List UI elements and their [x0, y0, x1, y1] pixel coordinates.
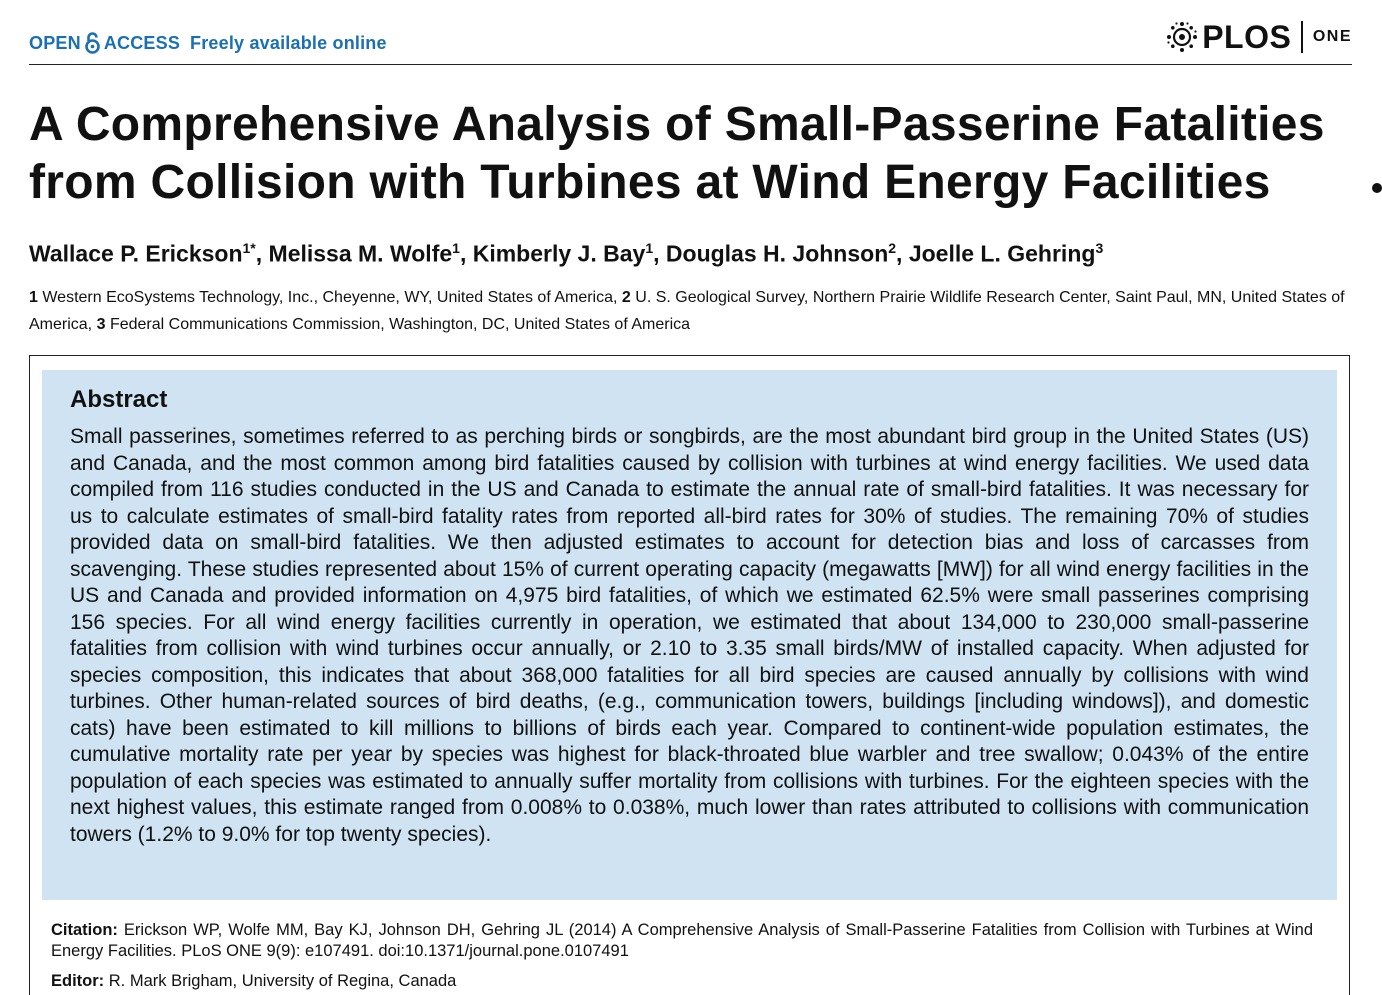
affiliations: 1 Western EcoSystems Technology, Inc., C…: [29, 284, 1354, 338]
plos-globe-icon: [1166, 21, 1198, 53]
author-name[interactable]: Wallace P. Erickson: [29, 240, 243, 267]
citation: Citation: Erickson WP, Wolfe MM, Bay KJ,…: [51, 920, 1313, 962]
abstract-text: Small passerines, sometimes referred to …: [70, 425, 1309, 846]
citation-label: Citation:: [51, 921, 118, 939]
open-label: OPEN: [29, 32, 81, 53]
affil-number: 3: [96, 316, 106, 333]
access-label: ACCESS: [103, 32, 181, 53]
author-affil-mark: 1: [645, 240, 654, 256]
editor-label: Editor:: [51, 972, 105, 990]
author-name[interactable]: Kimberly J. Bay: [472, 240, 646, 267]
affil-number: 2: [621, 289, 631, 306]
margin-bullet: [1372, 183, 1382, 193]
affil-number: 1: [29, 289, 38, 306]
author-affil-mark: 1: [452, 240, 460, 256]
author-affil-mark: 2: [888, 240, 897, 256]
affil-text: Western EcoSystems Technology, Inc., Che…: [42, 289, 618, 306]
freely-available-label: Freely available online: [190, 32, 387, 53]
author-name[interactable]: Melissa M. Wolfe: [268, 240, 453, 267]
affil-text: Federal Communications Commission, Washi…: [109, 316, 691, 333]
author-list: Wallace P. Erickson1*, Melissa M. Wolfe1…: [29, 240, 1104, 267]
author-affil-mark: 1*: [242, 240, 256, 256]
author-name[interactable]: Joelle L. Gehring: [908, 240, 1096, 267]
editor-text: R. Mark Brigham, University of Regina, C…: [108, 972, 457, 990]
logo-divider: [1301, 21, 1303, 53]
author-affil-mark: 3: [1095, 240, 1104, 256]
author-name[interactable]: Douglas H. Johnson: [665, 240, 889, 267]
affil-text: U. S. Geological Survey, Northern Prairi…: [29, 289, 1345, 333]
article-title: A Comprehensive Analysis of Small-Passer…: [29, 98, 1325, 209]
plos-one-logo[interactable]: PLOS ONE: [1166, 18, 1352, 56]
one-wordmark: ONE: [1312, 28, 1352, 45]
citation-text[interactable]: Erickson WP, Wolfe MM, Bay KJ, Johnson D…: [51, 921, 1313, 960]
article-info-frame: [29, 355, 1350, 995]
abstract-heading: Abstract: [70, 386, 168, 413]
journal-header: OPEN ACCESS Freely available online: [29, 18, 1352, 65]
plos-wordmark: PLOS: [1202, 18, 1292, 55]
abstract-box: Abstract Small passerines, sometimes ref…: [42, 370, 1337, 900]
open-access-banner[interactable]: OPEN ACCESS Freely available online: [29, 32, 387, 54]
open-lock-icon: [85, 32, 100, 54]
